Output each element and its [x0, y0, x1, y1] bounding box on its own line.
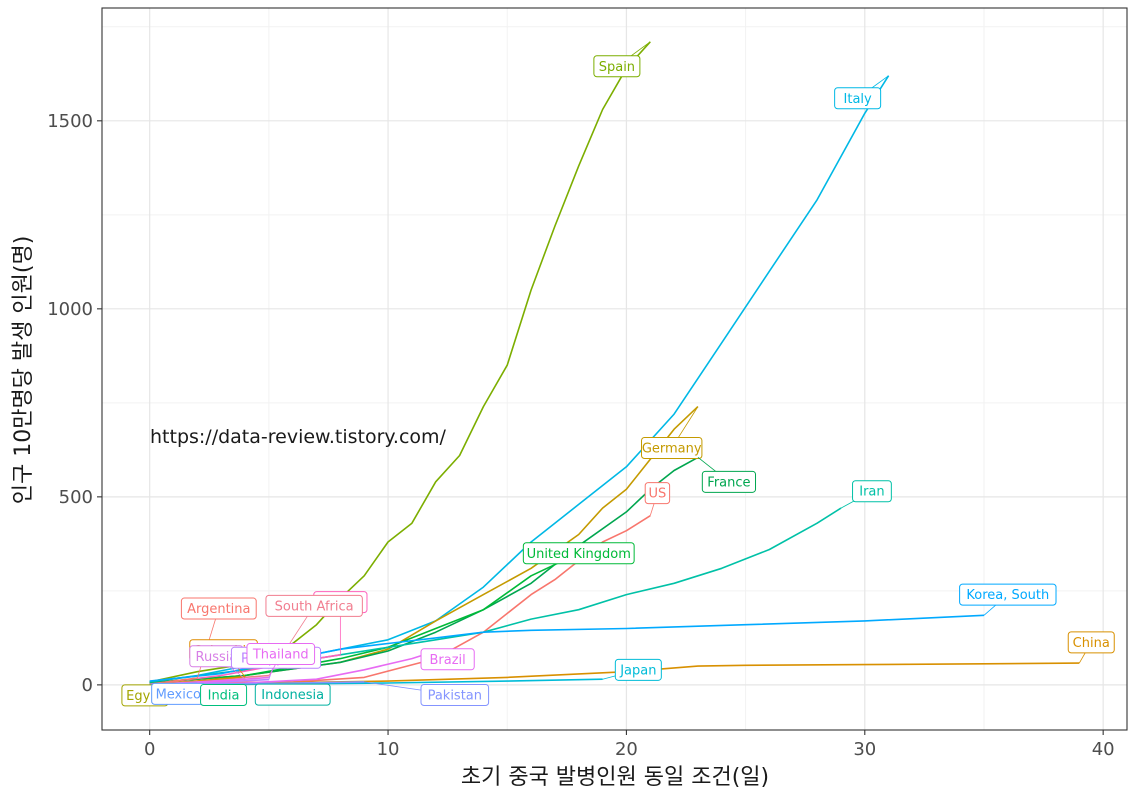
y-tick-label: 0: [82, 675, 93, 696]
series-label-text: Spain: [599, 60, 635, 75]
y-tick-label: 1000: [47, 299, 93, 320]
y-axis-title: 인구 10만명당 발생 인원(명): [11, 236, 36, 505]
series-label-mexico: Mexico: [152, 683, 205, 704]
series-label-text: Brazil: [429, 653, 465, 668]
series-label-text: South Africa: [275, 599, 354, 614]
series-label-text: Korea, South: [966, 588, 1049, 603]
y-tick-label: 500: [59, 487, 93, 508]
series-label-text: Thailand: [252, 648, 309, 663]
series-label-india: India: [201, 684, 247, 705]
series-label-text: Argentina: [187, 602, 250, 617]
series-label-indonesia: Indonesia: [255, 684, 330, 705]
series-label-text: Italy: [844, 92, 873, 107]
series-label-text: China: [1073, 636, 1110, 651]
series-label-text: Germany: [642, 441, 702, 456]
series-label-text: US: [649, 487, 667, 502]
series-label-text: Iran: [859, 485, 884, 500]
series-label-text: Mexico: [156, 687, 201, 702]
x-tick-label: 30: [853, 739, 876, 760]
series-label-brazil: Brazil: [421, 649, 474, 670]
x-tick-label: 10: [377, 739, 400, 760]
series-label-text: United Kingdom: [527, 547, 631, 562]
x-tick-label: 40: [1092, 739, 1115, 760]
series-label-text: Japan: [619, 663, 656, 678]
series-label-text: India: [208, 689, 240, 704]
series-label-text: Indonesia: [261, 688, 324, 703]
series-label-text: Pakistan: [428, 689, 482, 704]
y-tick-label: 1500: [47, 111, 93, 132]
series-label-text: France: [707, 475, 750, 490]
source-url-annotation: https://data-review.tistory.com/: [150, 426, 447, 448]
series-label-united-kingdom: United Kingdom: [523, 543, 634, 564]
x-tick-label: 20: [615, 739, 638, 760]
x-tick-label: 0: [144, 739, 155, 760]
x-axis-title: 초기 중국 발병인원 동일 조건(일): [461, 765, 769, 790]
